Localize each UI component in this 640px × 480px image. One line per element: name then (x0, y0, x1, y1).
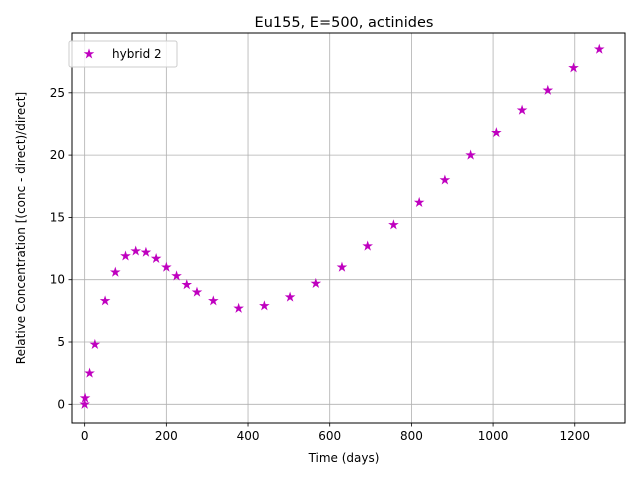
data-point (84, 367, 95, 378)
data-point (465, 149, 476, 160)
data-point (140, 246, 152, 257)
y-tick-label: 10 (50, 273, 65, 287)
data-point (568, 62, 579, 73)
y-tick-label: 5 (57, 335, 65, 349)
legend-star-marker (83, 48, 95, 59)
data-point (593, 43, 605, 54)
x-tick-label: 800 (400, 429, 423, 443)
x-tick-label: 600 (318, 429, 341, 443)
data-point (79, 398, 90, 409)
data-point (388, 219, 399, 230)
legend-label: hybrid 2 (112, 47, 162, 61)
y-tick-label: 20 (50, 148, 65, 162)
y-tick-label: 0 (57, 397, 65, 411)
data-point (310, 277, 322, 288)
grid (72, 33, 625, 423)
y-tick-label: 15 (50, 210, 65, 224)
x-tick-label: 0 (81, 429, 89, 443)
data-point (336, 261, 348, 272)
y-tick-label: 25 (50, 86, 65, 100)
y-axis-label: Relative Concentration [(conc - direct)/… (14, 92, 28, 364)
data-point (99, 295, 111, 306)
series-hybrid-2 (79, 43, 605, 409)
x-tick-label: 400 (237, 429, 260, 443)
x-tick-label: 200 (155, 429, 178, 443)
data-point (542, 84, 554, 95)
data-point (191, 286, 203, 297)
x-axis-label: Time (days) (308, 451, 380, 465)
data-point (362, 240, 373, 251)
data-point (439, 174, 451, 185)
data-point (120, 250, 131, 261)
data-point (233, 302, 244, 313)
data-point (130, 245, 142, 256)
data-point (284, 291, 296, 302)
plot-frame (71, 32, 626, 424)
data-point (413, 196, 425, 207)
x-tick-label: 1000 (478, 429, 509, 443)
data-point (161, 261, 172, 272)
data-point (491, 127, 502, 138)
data-point (208, 295, 219, 306)
data-point (150, 252, 162, 264)
data-point (259, 300, 270, 311)
y-axis-ticks: 0 5 10 15 20 25 (50, 86, 72, 411)
data-point (79, 392, 91, 403)
legend: hybrid 2 (68, 40, 178, 68)
x-axis-ticks: 0 200 400 600 800 1000 1200 (81, 423, 590, 443)
legend-box (68, 40, 178, 68)
data-point (171, 270, 182, 281)
data-point (516, 104, 528, 115)
chart-title: Eu155, E=500, actinides (255, 15, 434, 31)
data-point (181, 279, 193, 290)
data-point (89, 338, 101, 350)
data-point (109, 266, 121, 277)
x-tick-label: 1200 (559, 429, 590, 443)
legend-marker-star (83, 48, 95, 59)
